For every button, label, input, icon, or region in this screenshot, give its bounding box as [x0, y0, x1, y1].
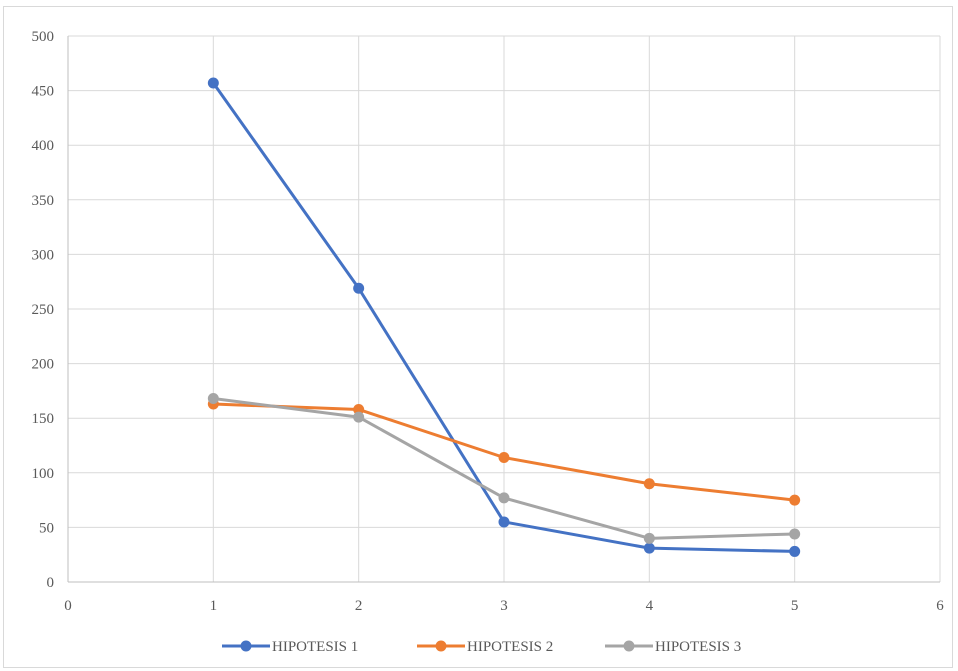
tick-labels: 0 50 100 150 200 250 300 350 400 450 500 0 1 2 3 4 5 6: [32, 29, 945, 614]
x-tick-label: 1: [210, 598, 218, 614]
data-point: [207, 393, 219, 405]
legend-item-3: HIPOTESIS 3: [605, 639, 741, 655]
x-tick-label: 2: [355, 598, 363, 614]
legend-label: HIPOTESIS 2: [467, 639, 553, 655]
data-point: [643, 542, 655, 554]
y-tick-label: 50: [39, 520, 54, 536]
y-tick-label: 400: [32, 138, 55, 154]
x-tick-label: 3: [500, 598, 508, 614]
x-tick-label: 6: [936, 598, 944, 614]
data-point: [207, 77, 219, 89]
grid-lines: [68, 35, 941, 582]
legend-label: HIPOTESIS 1: [272, 639, 358, 655]
y-tick-label: 150: [32, 411, 55, 427]
x-tick-label: 5: [791, 598, 799, 614]
axes: [67, 36, 940, 583]
legend-label: HIPOTESIS 3: [655, 639, 741, 655]
y-tick-label: 0: [47, 575, 55, 591]
series-group: [207, 77, 801, 557]
series-3: [207, 393, 801, 544]
legend-item-1: HIPOTESIS 1: [222, 639, 358, 655]
legend-swatch-marker: [435, 640, 447, 652]
data-point: [643, 478, 655, 490]
y-tick-label: 200: [32, 357, 55, 373]
data-point: [498, 452, 510, 464]
legend: HIPOTESIS 1 HIPOTESIS 2 HIPOTESIS 3: [222, 639, 741, 655]
x-tick-label: 4: [646, 598, 654, 614]
legend-item-2: HIPOTESIS 2: [417, 639, 553, 655]
data-point: [498, 516, 510, 528]
y-tick-label: 450: [32, 84, 55, 100]
y-tick-label: 100: [32, 466, 55, 482]
y-tick-label: 300: [32, 247, 55, 263]
data-point: [789, 494, 801, 506]
y-tick-label: 500: [32, 29, 55, 45]
data-point: [498, 492, 510, 504]
series-1: [207, 77, 801, 557]
data-point: [353, 403, 365, 415]
data-point: [353, 282, 365, 294]
legend-swatch-marker: [240, 640, 252, 652]
data-point: [789, 528, 801, 540]
data-point: [789, 545, 801, 557]
data-point: [643, 532, 655, 544]
legend-swatch-marker: [623, 640, 635, 652]
y-tick-label: 250: [32, 302, 55, 318]
data-point: [353, 411, 365, 423]
x-tick-label: 0: [64, 598, 72, 614]
y-tick-label: 350: [32, 193, 55, 209]
